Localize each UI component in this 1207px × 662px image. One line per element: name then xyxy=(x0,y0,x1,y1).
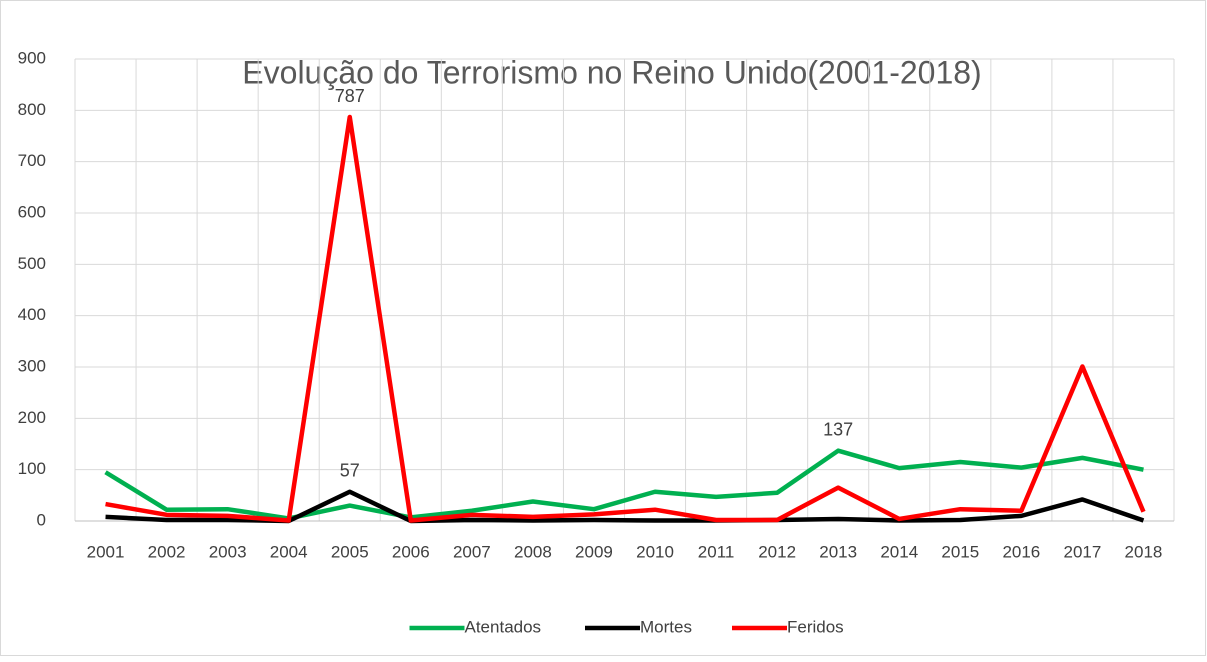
x-tick-label: 2014 xyxy=(880,542,918,561)
x-tick-label: 2002 xyxy=(148,542,186,561)
legend-label: Mortes xyxy=(640,617,692,636)
x-tick-label: 2010 xyxy=(636,542,674,561)
data-label: 787 xyxy=(335,86,365,106)
y-tick-label: 400 xyxy=(18,305,46,324)
x-tick-label: 2001 xyxy=(87,542,125,561)
x-tick-label: 2007 xyxy=(453,542,491,561)
legend-label: Atentados xyxy=(465,617,542,636)
data-label: 137 xyxy=(823,419,853,439)
data-label: 57 xyxy=(340,460,360,480)
y-tick-label: 700 xyxy=(18,151,46,170)
x-tick-label: 2009 xyxy=(575,542,613,561)
y-tick-label: 500 xyxy=(18,254,46,273)
y-tick-label: 600 xyxy=(18,202,46,221)
y-tick-label: 900 xyxy=(18,48,46,67)
y-tick-label: 200 xyxy=(18,408,46,427)
x-tick-label: 2004 xyxy=(270,542,308,561)
series-line xyxy=(104,448,1144,521)
x-tick-label: 2011 xyxy=(698,542,735,561)
series-line xyxy=(105,114,1146,523)
x-tick-label: 2017 xyxy=(1064,542,1102,561)
x-tick-label: 2013 xyxy=(819,542,857,561)
y-tick-label: 800 xyxy=(18,100,46,119)
x-tick-label: 2006 xyxy=(392,542,430,561)
x-tick-label: 2016 xyxy=(1002,542,1040,561)
x-tick-label: 2012 xyxy=(758,542,796,561)
x-tick-label: 2008 xyxy=(514,542,552,561)
x-tick-label: 2005 xyxy=(331,542,369,561)
legend-label: Feridos xyxy=(787,617,844,636)
y-tick-label: 0 xyxy=(37,510,46,529)
x-tick-label: 2018 xyxy=(1125,542,1163,561)
y-tick-label: 100 xyxy=(18,459,46,478)
x-tick-label: 2015 xyxy=(941,542,979,561)
chart-title: Evolução do Terrorismo no Reino Unido(20… xyxy=(242,54,981,90)
y-tick-label: 300 xyxy=(18,356,46,375)
x-tick-label: 2003 xyxy=(209,542,247,561)
